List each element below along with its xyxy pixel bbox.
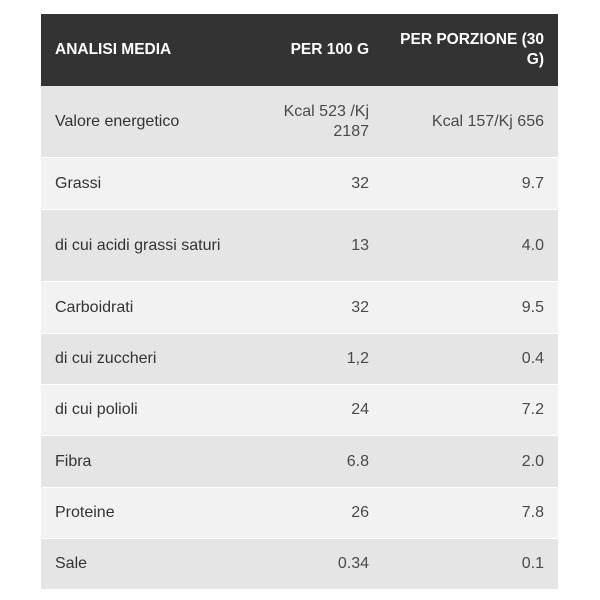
nutrient-name: di cui polioli — [55, 401, 138, 418]
value-per-100g: 32 — [351, 174, 369, 192]
value-per-100g: 6.8 — [346, 452, 369, 470]
table-row: Proteine 26 7.8 — [41, 488, 558, 539]
table-header-row: ANALISI MEDIA PER 100 G PER PORZIONE (30… — [41, 14, 558, 86]
value-per-100g: Kcal 523 /Kj 2187 — [283, 102, 369, 140]
header-analisi-media: ANALISI MEDIA — [55, 41, 172, 58]
nutrient-name: Carboidrati — [55, 298, 134, 316]
nutrient-name: Sale — [55, 555, 88, 572]
value-per-portion: 4.0 — [521, 236, 544, 254]
table-row: di cui polioli 24 7.2 — [41, 385, 558, 436]
value-per-portion: 7.8 — [521, 504, 544, 521]
table-row: Sale 0.34 0.1 — [41, 539, 558, 590]
table-row: di cui zuccheri 1,2 0.4 — [41, 334, 558, 385]
nutrient-name: Grassi — [55, 174, 102, 192]
header-per-portion: PER PORZIONE (30 G) — [400, 31, 544, 68]
table-row: Fibra 6.8 2.0 — [41, 436, 558, 488]
nutrient-name: Proteine — [55, 504, 115, 521]
value-per-portion: 7.2 — [521, 401, 544, 418]
value-per-portion: 0.1 — [521, 555, 544, 572]
value-per-portion: 2.0 — [521, 452, 544, 470]
value-per-100g: 24 — [351, 401, 369, 418]
table-row: di cui acidi grassi saturi 13 4.0 — [41, 210, 558, 282]
nutrient-name: di cui acidi grassi saturi — [55, 236, 221, 254]
value-per-100g: 1,2 — [346, 350, 369, 367]
nutrient-name: Fibra — [55, 452, 92, 470]
value-per-100g: 26 — [351, 504, 369, 521]
value-per-portion: 9.5 — [521, 298, 544, 316]
header-per-100g: PER 100 G — [290, 41, 369, 58]
table-row: Grassi 32 9.7 — [41, 158, 558, 210]
table-body: Valore energetico Kcal 523 /Kj 2187 Kcal 1… — [41, 86, 558, 590]
value-per-portion: Kcal 157/Kj 656 — [431, 112, 544, 130]
value-per-100g: 0.34 — [337, 555, 369, 572]
table-row: Valore energetico Kcal 523 /Kj 2187 Kcal 1… — [41, 86, 558, 158]
nutrient-name: di cui zuccheri — [55, 350, 157, 367]
value-per-100g: 13 — [351, 236, 369, 254]
value-per-portion: 0.4 — [521, 350, 544, 367]
value-per-portion: 9.7 — [521, 174, 544, 192]
nutrient-name: Valore energetico — [55, 112, 180, 130]
value-per-100g: 32 — [351, 298, 369, 316]
nutrition-table: ANALISI MEDIA PER 100 G PER PORZIONE (30… — [41, 14, 558, 590]
table-row: Carboidrati 32 9.5 — [41, 282, 558, 334]
